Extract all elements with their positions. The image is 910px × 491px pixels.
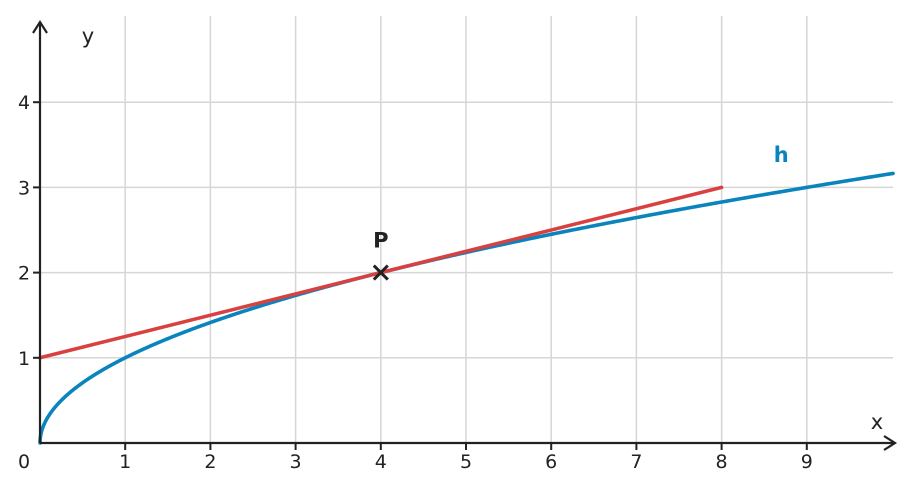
point-layer: P <box>372 229 389 281</box>
x-axis-arrow <box>883 435 898 451</box>
curve-label-h: h <box>774 143 789 167</box>
x-axis-label: x <box>871 410 883 434</box>
series-h-curve <box>38 171 895 445</box>
x-tick-label: 7 <box>630 451 642 473</box>
y-tick-label: 1 <box>18 348 30 370</box>
x-tick-label: 8 <box>716 451 728 473</box>
y-tick-label: 4 <box>18 92 30 114</box>
origin-label: 0 <box>18 451 30 473</box>
y-axis-label: y <box>82 24 94 48</box>
y-tick-label: 2 <box>18 263 30 285</box>
point-label: P <box>373 229 388 253</box>
axes <box>32 19 898 451</box>
tick-layer: 1 2 3 4 5 6 7 8 9 1 2 3 4 <box>18 92 813 473</box>
y-axis-arrow <box>32 19 48 34</box>
y-tick-label: 3 <box>18 177 30 199</box>
x-tick-label: 5 <box>460 451 472 473</box>
x-tick-label: 3 <box>290 451 302 473</box>
x-tick-label: 9 <box>801 451 813 473</box>
point-marker <box>372 264 389 281</box>
x-tick-label: 4 <box>375 451 387 473</box>
grid <box>40 16 893 443</box>
x-tick-label: 6 <box>545 451 557 473</box>
x-tick-label: 1 <box>119 451 131 473</box>
x-tick-label: 2 <box>204 451 216 473</box>
